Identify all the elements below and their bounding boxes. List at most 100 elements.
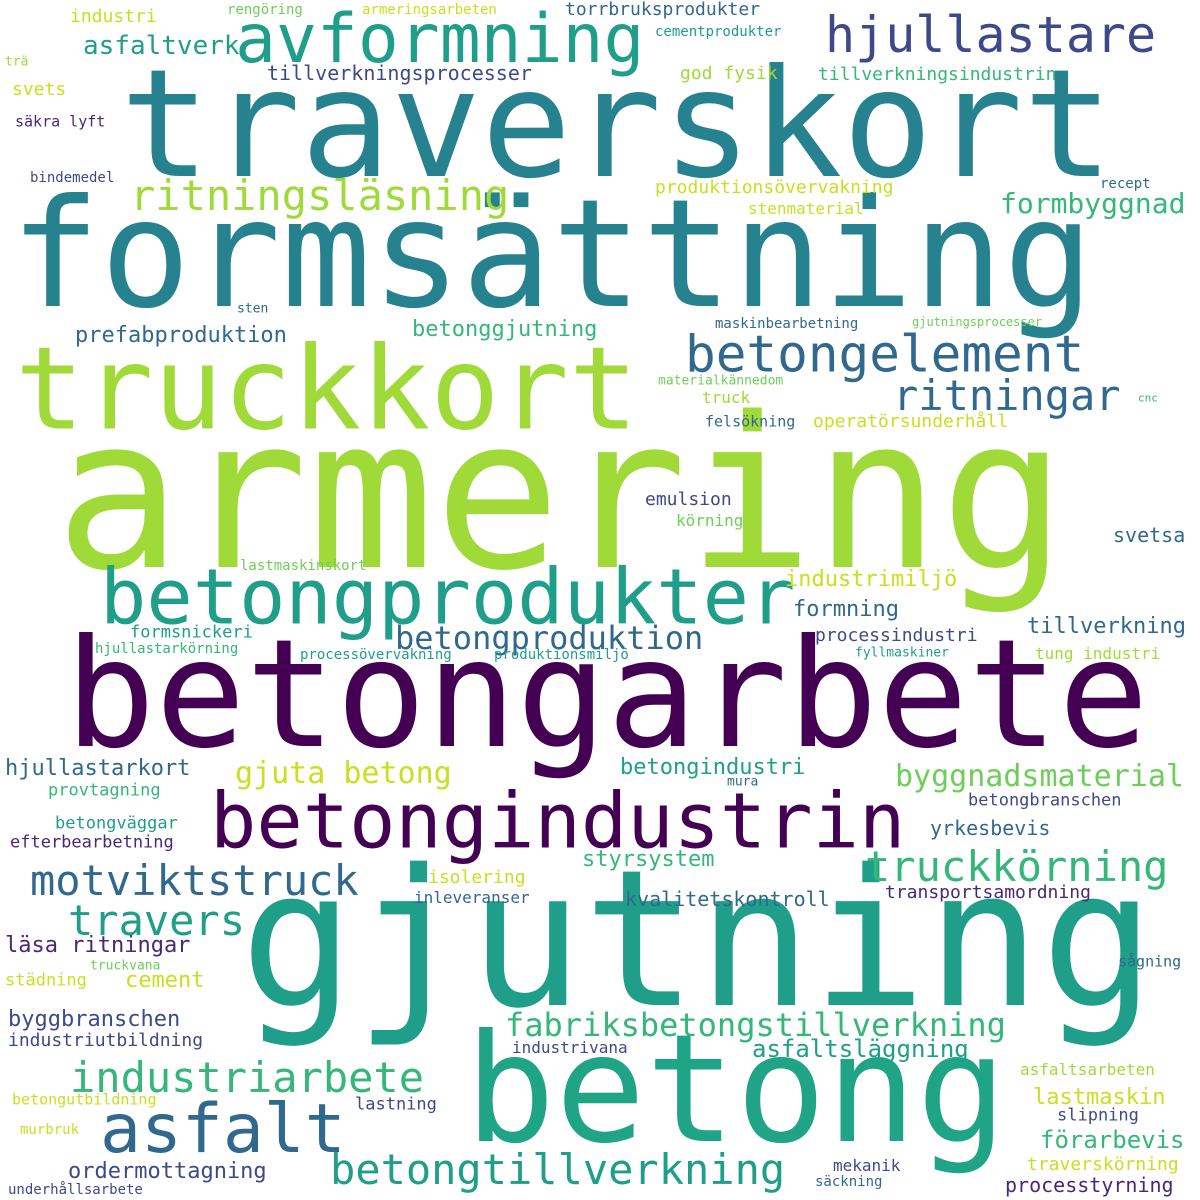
word-mekanik: mekanik xyxy=(833,1156,901,1175)
word-rengoring: rengöring xyxy=(227,2,303,18)
word-sten: sten xyxy=(237,301,269,317)
word-traverskort: traverskort xyxy=(120,38,1114,212)
word-armering: armering xyxy=(55,372,1067,617)
word-materialkannedom: materialkännedom xyxy=(658,373,784,389)
word-styrsystem: styrsystem xyxy=(582,847,715,872)
word-truckkort: truckkort xyxy=(15,322,639,457)
word-ritningslasning: ritningsläsning xyxy=(130,171,510,220)
word-stadning: städning xyxy=(5,970,87,991)
word-byggbranschen: byggbranschen xyxy=(8,1007,181,1032)
word-mura: mura xyxy=(727,774,759,790)
word-emulsion: emulsion xyxy=(645,489,732,510)
word-sakra-lyft: säkra lyft xyxy=(15,112,106,131)
word-betonggjutning: betonggjutning xyxy=(412,317,598,342)
word-asfalt: asfalt xyxy=(100,1090,346,1169)
word-gjutningsprocesser: gjutningsprocesser xyxy=(912,315,1043,329)
word-betongbranschen: betongbranschen xyxy=(968,790,1122,811)
word-sackning: säckning xyxy=(815,1174,883,1190)
word-cement: cement xyxy=(125,968,205,993)
word-betongtillverkning: betongtillverkning xyxy=(330,1145,786,1194)
word-asfaltsarbeten: asfaltsarbeten xyxy=(1020,1060,1155,1079)
word-betongprodukter: betongprodukter xyxy=(100,553,796,643)
word-truckvana: truckvana xyxy=(90,958,161,974)
word-ritningar: ritningar xyxy=(893,371,1121,420)
word-industri: industri xyxy=(70,6,157,27)
word-lastmaskinskort: lastmaskinskort xyxy=(240,558,367,574)
word-slipning: slipning xyxy=(1057,1105,1139,1126)
word-armeringsarbeten: armeringsarbeten xyxy=(362,2,497,18)
word-produktionsovervakning: produktionsövervakning xyxy=(655,177,894,198)
word-efterbearbetning: efterbearbetning xyxy=(10,832,174,853)
word-byggnadsmaterial: byggnadsmaterial xyxy=(895,759,1184,794)
word-produktionsmiljo: produktionsmiljö xyxy=(494,647,629,663)
word-sagning: sågning xyxy=(1118,952,1182,971)
word-prefabproduktion: prefabproduktion xyxy=(75,323,287,348)
word-betongindustri: betongindustri xyxy=(620,755,806,780)
word-tung-industri: tung industri xyxy=(1035,644,1161,663)
word-industrimiljo: industrimiljö xyxy=(785,567,958,592)
word-truckkorning: truckkörning xyxy=(865,842,1169,891)
word-processindustri: processindustri xyxy=(815,625,978,646)
word-cnc: cnc xyxy=(1138,391,1158,405)
word-torrbruksprodukter: torrbruksprodukter xyxy=(565,0,761,20)
word-felsokning: felsökning xyxy=(705,412,796,431)
word-provtagning: provtagning xyxy=(48,780,161,801)
word-tillverkning: tillverkning xyxy=(1027,614,1186,639)
word-svets: svets xyxy=(12,79,67,100)
word-hjullastarkort: hjullastarkort xyxy=(5,756,191,781)
word-industriarbete: industriarbete xyxy=(70,1053,425,1102)
word-korning: körning xyxy=(676,511,744,530)
word-traverskorning: traverskörning xyxy=(1027,1154,1179,1175)
word-betongutbildning: betongutbildning xyxy=(12,1090,157,1109)
word-inleveranser: inleveranser xyxy=(414,888,530,907)
word-betong: betong xyxy=(465,1003,1007,1177)
word-yrkesbevis: yrkesbevis xyxy=(930,816,1051,840)
word-svetsa: svetsa xyxy=(1113,523,1186,547)
word-industriutbildning: industriutbildning xyxy=(8,1030,204,1051)
word-operatorsunderhall: operatörsunderhåll xyxy=(813,411,1009,432)
word-god-fysik: god fysik xyxy=(680,63,778,84)
word-gjuta-betong: gjuta betong xyxy=(235,756,452,791)
word-isolering: isolering xyxy=(428,867,526,888)
word-stenmaterial: stenmaterial xyxy=(748,199,864,218)
word-avformning: avformning xyxy=(235,0,645,79)
word-cementprodukter: cementprodukter xyxy=(655,24,782,40)
word-truck: truck xyxy=(702,388,751,407)
word-forarbevis: förarbevis xyxy=(1040,1126,1185,1154)
word-processovervakning: processövervakning xyxy=(300,647,452,663)
word-betongarbete: betongarbete xyxy=(65,608,1149,782)
word-formbyggnad: formbyggnad xyxy=(1000,187,1186,220)
word-ordermottagning: ordermottagning xyxy=(68,1159,267,1184)
word-motviktstruck: motviktstruck xyxy=(30,856,359,905)
word-hjullastarkorning: hjullastarkörning xyxy=(95,641,239,657)
word-lasa-ritningar: läsa ritningar xyxy=(5,933,191,958)
word-maskinbearbetning: maskinbearbetning xyxy=(715,316,859,332)
word-betongindustrin: betongindustrin xyxy=(210,777,906,867)
word-betongelement: betongelement xyxy=(685,325,1085,385)
word-kvalitetskontroll: kvalitetskontroll xyxy=(625,887,830,911)
word-hjullastare: hjullastare xyxy=(825,6,1157,64)
word-formning: formning xyxy=(793,597,899,622)
word-tra: trä xyxy=(5,54,29,70)
word-gjutning: gjutning xyxy=(240,829,1156,1050)
word-formsattning: formsättning xyxy=(10,168,1094,342)
word-fabriksbetongstillverkning: fabriksbetongstillverkning xyxy=(505,1006,1006,1044)
word-underhallsarbete: underhållsarbete xyxy=(8,1182,143,1198)
word-recept: recept xyxy=(1100,176,1151,192)
word-asfaltverk: asfaltverk xyxy=(83,31,240,61)
word-bindemedel: bindemedel xyxy=(30,170,115,186)
word-tillverkningsprocesser: tillverkningsprocesser xyxy=(267,61,532,85)
word-formsnickeri: formsnickeri xyxy=(130,622,253,643)
word-betongproduktion: betongproduktion xyxy=(395,619,704,657)
word-asfaltslaggning: asfaltsläggning xyxy=(752,1035,969,1063)
word-tillverkningsindustrin: tillverkningsindustrin xyxy=(818,64,1057,85)
word-lastning: lastning xyxy=(355,1094,437,1115)
word-industrivana: industrivana xyxy=(512,1038,628,1057)
word-processtyrning: processtyrning xyxy=(1005,1173,1174,1197)
word-travers: travers xyxy=(68,896,246,945)
word-fyllmaskiner: fyllmaskiner xyxy=(855,645,949,661)
word-transportsamordning: transportsamordning xyxy=(885,882,1091,903)
word-murbruk: murbruk xyxy=(20,1122,80,1138)
word-lastmaskin: lastmaskin xyxy=(1033,1085,1166,1110)
